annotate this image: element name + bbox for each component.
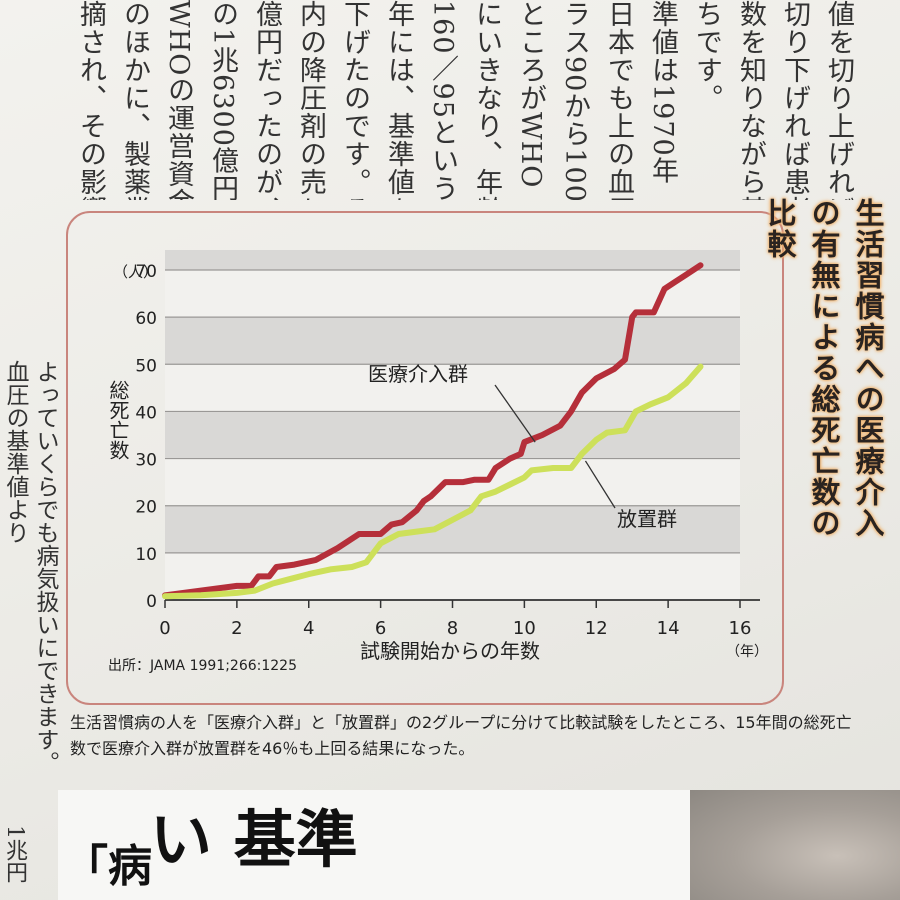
y-tick-label: 30	[135, 451, 157, 471]
article-column: の1兆6300億円	[207, 0, 238, 200]
article-column: WHOの運営資金は	[163, 0, 194, 200]
article-column: のほかに、製薬業界か	[119, 0, 150, 200]
grid-band	[165, 411, 740, 459]
x-tick-label: 12	[585, 618, 608, 639]
article-column: にいきなり、年齢に	[471, 0, 502, 200]
x-unit-label: （年）	[726, 644, 768, 660]
article-column: 億円だったのが、5	[251, 0, 282, 200]
article-column: 血圧の基準値より	[2, 360, 28, 544]
x-tick-label: 14	[657, 618, 680, 639]
article-column: ところがWHO（世	[515, 0, 546, 200]
x-tick-label: 8	[447, 618, 458, 639]
article-column: 摘され、その影響が問	[80, 0, 106, 200]
article-column: 160／95という	[427, 0, 458, 200]
article-top-columns: 値を切り上げれば 切り下げれば患者 数を知りながら基準 ちです。 準値は1970年 日本で…	[80, 0, 860, 200]
article-column: ちです。	[691, 0, 722, 112]
annotation-control-label: 放置群	[617, 507, 677, 531]
y-tick-label: 50	[135, 356, 157, 376]
y-tick-label: 10	[135, 545, 157, 565]
article-column: 内の降圧剤の売り上	[295, 0, 326, 200]
next-article-heading: い 基準	[150, 800, 358, 880]
next-article-bracket-heading: 「病	[64, 841, 152, 892]
grid-band	[165, 317, 740, 365]
article-column: 日本でも上の血圧	[603, 0, 634, 200]
article-column: 数を知りながら基準	[735, 0, 766, 200]
article-column: 切り下げれば患者	[779, 0, 810, 200]
chart-caption: 生活習慣病の人を「医療介入群」と「放置群」の2グループに分けて比較試験をしたとこ…	[70, 713, 852, 758]
grid-band	[165, 250, 740, 270]
x-tick-label: 0	[159, 618, 170, 639]
x-tick-label: 16	[729, 618, 752, 639]
chart-source: 出所：JAMA 1991;266:1225	[108, 658, 297, 674]
next-article-heading-main: 基準	[233, 803, 358, 876]
y-tick-label: 40	[135, 403, 157, 423]
article-column: 下げたのです。その	[339, 0, 370, 200]
left-bottom-fragment: 1兆円	[2, 825, 27, 883]
next-article-heading-middle: い	[150, 803, 213, 876]
annotation-intervention-label: 医療介入群	[368, 362, 468, 386]
y-tick-label: 70	[135, 262, 157, 282]
y-tick-label: 60	[135, 309, 157, 329]
grid-band	[165, 505, 740, 553]
article-column: 年には、基準値をさ	[383, 0, 414, 200]
annotation-leader-control	[584, 460, 616, 509]
article-column: 値を切り上げれば	[823, 0, 854, 200]
x-tick-label: 4	[303, 618, 314, 639]
chart-side-title: 生活習慣病への医療介入の有無による総死亡数の比較	[763, 198, 885, 539]
chart-frame	[66, 211, 784, 705]
x-tick-label: 10	[513, 618, 536, 639]
article-left-columns: よっていくらでも病気扱いにできます。 血圧の基準値より	[0, 360, 60, 800]
article-column: 準値は1970年	[647, 0, 678, 185]
y-tick-label: 0	[146, 592, 157, 612]
article-column: ラス90から100	[559, 0, 590, 200]
y-unit-label: （人）	[113, 263, 158, 281]
x-tick-label: 6	[375, 618, 386, 639]
y-axis-title: 総死亡数	[106, 380, 130, 460]
annotation-leader-intervention	[494, 384, 536, 443]
person-photo	[690, 790, 900, 900]
x-axis-title: 試験開始からの年数	[360, 639, 540, 663]
series-line-intervention	[162, 262, 704, 599]
series-line-control	[162, 363, 704, 600]
article-column: よっていくらでも病気扱いにできます。	[32, 360, 58, 774]
x-tick-label: 2	[231, 618, 242, 639]
y-tick-label: 20	[135, 498, 157, 518]
